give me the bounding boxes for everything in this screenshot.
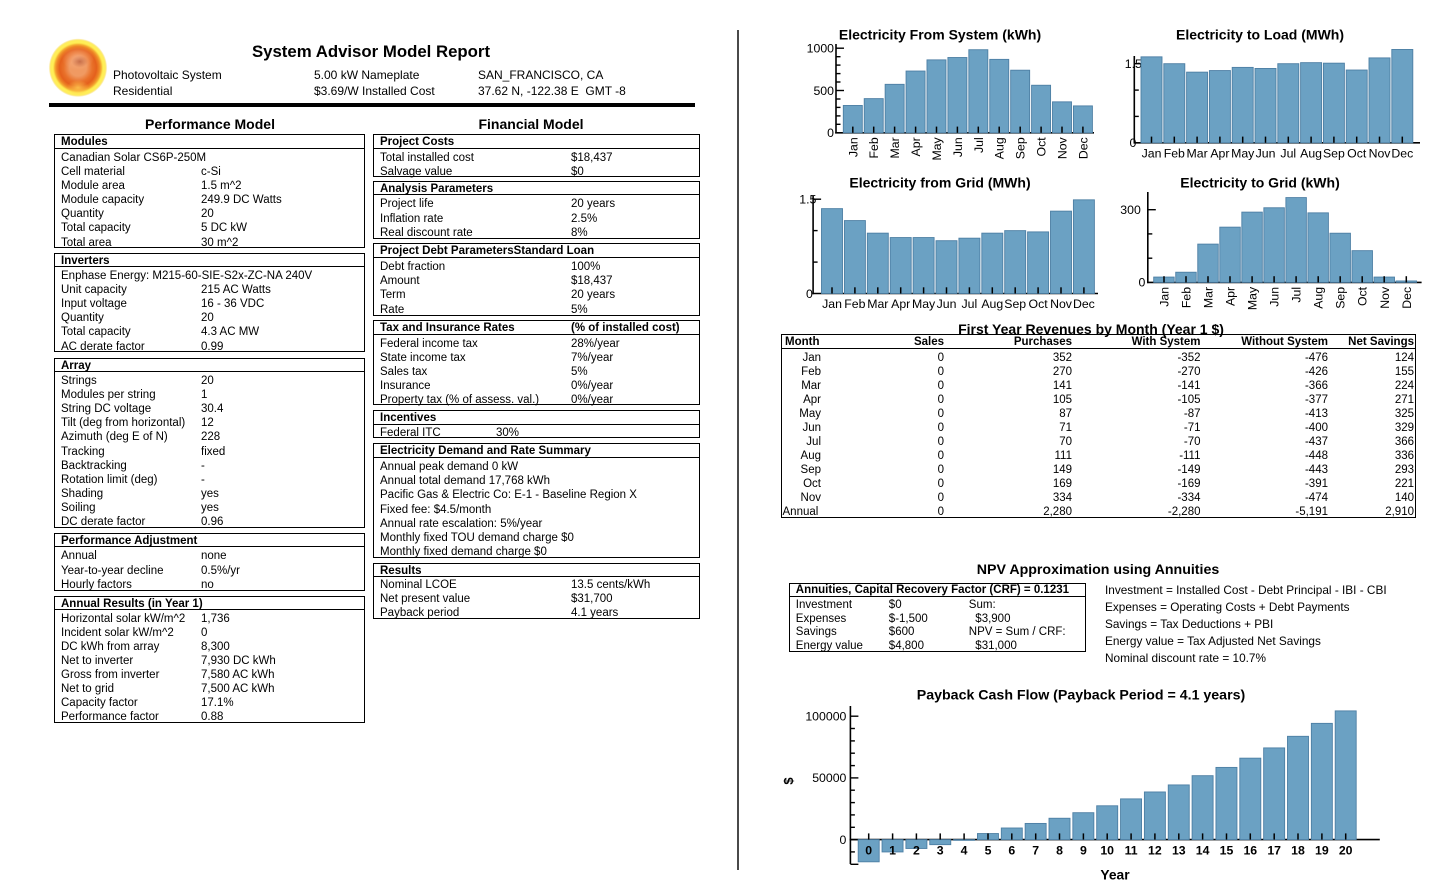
- svg-text:500: 500: [813, 84, 834, 98]
- svg-text:12: 12: [1148, 843, 1162, 857]
- svg-text:Aug: Aug: [993, 137, 1007, 159]
- svg-text:Oct: Oct: [1035, 137, 1049, 157]
- svg-text:6: 6: [1008, 843, 1015, 857]
- svg-text:Sep: Sep: [1323, 146, 1345, 160]
- svg-text:Electricity to Grid (kWh): Electricity to Grid (kWh): [1180, 175, 1339, 191]
- svg-text:Jul: Jul: [1280, 146, 1296, 160]
- svg-text:Jun: Jun: [937, 297, 957, 311]
- svg-text:Nov: Nov: [1056, 136, 1070, 159]
- svg-text:300: 300: [1120, 203, 1141, 217]
- svg-text:$: $: [781, 777, 796, 785]
- svg-text:Electricity from Grid (MWh): Electricity from Grid (MWh): [849, 175, 1030, 191]
- svg-text:Jan: Jan: [822, 297, 842, 311]
- svg-text:Feb: Feb: [867, 137, 881, 158]
- svg-text:Sep: Sep: [1334, 287, 1348, 309]
- svg-text:Aug: Aug: [1300, 146, 1322, 160]
- svg-text:1000: 1000: [807, 42, 835, 56]
- svg-text:Apr: Apr: [891, 297, 910, 311]
- svg-text:17: 17: [1267, 843, 1281, 857]
- svg-text:Jun: Jun: [1268, 287, 1282, 307]
- svg-text:Mar: Mar: [888, 137, 902, 158]
- svg-text:Nov: Nov: [1369, 146, 1392, 160]
- svg-text:Electricity to Load (MWh): Electricity to Load (MWh): [1176, 27, 1344, 43]
- svg-text:Jul: Jul: [1290, 287, 1304, 303]
- svg-text:Dec: Dec: [1391, 146, 1413, 160]
- svg-text:Dec: Dec: [1076, 137, 1090, 159]
- svg-text:Jan: Jan: [1158, 287, 1172, 307]
- svg-text:Jan: Jan: [846, 137, 860, 157]
- svg-text:Jun: Jun: [951, 137, 965, 157]
- svg-text:Feb: Feb: [1180, 287, 1194, 308]
- svg-text:0: 0: [840, 833, 847, 847]
- svg-text:10: 10: [1100, 843, 1114, 857]
- svg-text:0: 0: [806, 287, 813, 301]
- svg-text:Dec: Dec: [1073, 297, 1095, 311]
- svg-text:Feb: Feb: [1164, 146, 1185, 160]
- svg-text:May: May: [912, 297, 936, 311]
- svg-text:9: 9: [1080, 843, 1087, 857]
- svg-text:Jul: Jul: [962, 297, 978, 311]
- svg-text:Electricity From System (kWh): Electricity From System (kWh): [839, 27, 1041, 43]
- svg-text:Jun: Jun: [1256, 146, 1276, 160]
- svg-text:0: 0: [827, 126, 834, 140]
- svg-text:19: 19: [1315, 843, 1329, 857]
- svg-text:Mar: Mar: [1187, 146, 1208, 160]
- svg-text:May: May: [930, 136, 944, 160]
- svg-text:Feb: Feb: [844, 297, 865, 311]
- svg-text:Year: Year: [1100, 868, 1130, 883]
- svg-text:Payback Cash Flow (Payback Per: Payback Cash Flow (Payback Period = 4.1 …: [917, 688, 1246, 704]
- svg-text:1.5: 1.5: [799, 193, 816, 207]
- svg-text:100000: 100000: [805, 710, 846, 724]
- svg-text:May: May: [1231, 146, 1255, 160]
- svg-text:Apr: Apr: [1210, 146, 1229, 160]
- svg-text:Oct: Oct: [1347, 146, 1367, 160]
- svg-text:Dec: Dec: [1400, 287, 1414, 309]
- svg-text:Sep: Sep: [1004, 297, 1026, 311]
- svg-text:1: 1: [889, 843, 896, 857]
- svg-text:2: 2: [913, 843, 920, 857]
- svg-text:0: 0: [865, 843, 872, 857]
- svg-text:Jul: Jul: [972, 137, 986, 153]
- svg-text:1.5: 1.5: [1125, 57, 1142, 71]
- svg-text:8: 8: [1056, 843, 1063, 857]
- svg-text:Aug: Aug: [981, 297, 1003, 311]
- svg-text:Aug: Aug: [1312, 287, 1326, 309]
- svg-text:18: 18: [1291, 843, 1305, 857]
- svg-text:Sep: Sep: [1014, 137, 1028, 159]
- svg-text:5: 5: [985, 843, 992, 857]
- svg-text:0: 0: [1139, 276, 1146, 290]
- svg-text:20: 20: [1339, 843, 1353, 857]
- svg-text:Nov: Nov: [1378, 286, 1392, 309]
- svg-text:May: May: [1246, 286, 1260, 310]
- svg-text:Apr: Apr: [1224, 287, 1238, 306]
- svg-text:Jan: Jan: [1142, 146, 1162, 160]
- svg-text:11: 11: [1125, 843, 1138, 857]
- svg-text:0: 0: [1129, 136, 1136, 150]
- svg-text:Mar: Mar: [867, 297, 888, 311]
- svg-text:Mar: Mar: [1202, 287, 1216, 308]
- svg-text:Oct: Oct: [1356, 286, 1370, 306]
- svg-text:13: 13: [1172, 843, 1186, 857]
- svg-text:Apr: Apr: [909, 137, 923, 156]
- svg-text:Nov: Nov: [1050, 297, 1073, 311]
- svg-text:7: 7: [1032, 843, 1039, 857]
- svg-text:4: 4: [961, 843, 968, 857]
- svg-text:16: 16: [1243, 843, 1257, 857]
- svg-text:15: 15: [1220, 843, 1234, 857]
- svg-text:Oct: Oct: [1029, 297, 1049, 311]
- svg-text:3: 3: [937, 843, 944, 857]
- svg-text:50000: 50000: [812, 771, 846, 785]
- svg-text:14: 14: [1196, 843, 1210, 857]
